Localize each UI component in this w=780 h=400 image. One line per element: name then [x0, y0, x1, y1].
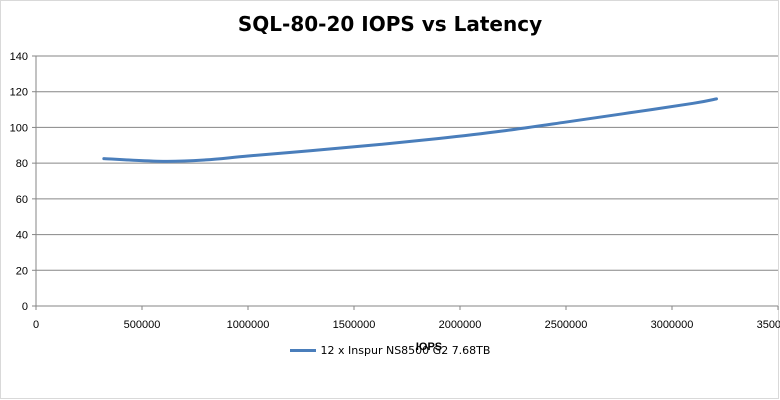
x-tick-label: 0 [33, 319, 39, 331]
x-axis-title: IOPS [416, 341, 442, 353]
x-tick-label: 3000000 [651, 319, 694, 331]
y-tick-label: 100 [10, 122, 28, 134]
y-tick-label: 80 [16, 158, 28, 170]
x-tick-label: 1500000 [333, 319, 376, 331]
y-tick-label: 140 [10, 51, 28, 63]
chart-legend: 12 x Inspur NS8500 G2 7.68TB [0, 344, 780, 357]
legend-label: 12 x Inspur NS8500 G2 7.68TB [320, 344, 491, 357]
x-tick-label: 500000 [124, 319, 161, 331]
chart-title: SQL-80-20 IOPS vs Latency [237, 12, 543, 36]
y-tick-label: 20 [16, 265, 28, 277]
series-line-0 [102, 97, 719, 163]
x-tick-label: 2500000 [545, 319, 588, 331]
y-tick-label: 120 [10, 87, 28, 99]
y-tick-label: 60 [16, 194, 28, 206]
x-tick-label: 2000000 [439, 319, 482, 331]
x-tick-label: 3500000 [757, 319, 780, 331]
legend-swatch [289, 348, 316, 352]
y-tick-label: 40 [16, 230, 28, 242]
y-tick-label: 0 [22, 301, 28, 313]
x-tick-label: 1000000 [227, 319, 270, 331]
